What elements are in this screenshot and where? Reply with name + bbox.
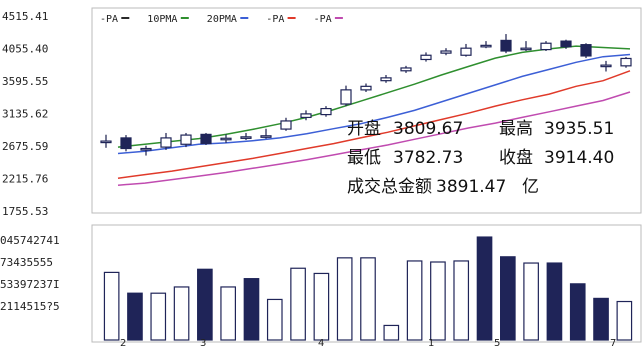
candle-body: [221, 138, 231, 140]
volume-bar: [361, 258, 375, 340]
price-y-tick-label: 3135.62: [2, 108, 48, 121]
high-value: 3935.51: [544, 119, 614, 139]
candle-body: [121, 138, 131, 149]
volume-bar: [198, 269, 212, 340]
price-y-tick-label: 2675.59: [2, 140, 48, 153]
volume-bar: [337, 258, 351, 340]
legend-label: 10PMA: [147, 14, 177, 25]
volume-bar: [128, 293, 142, 340]
volume-x-tick-label: 3: [200, 338, 206, 347]
candle: [621, 57, 631, 68]
volume-bar: [291, 268, 305, 340]
candle: [121, 135, 131, 151]
volume-bar: [384, 325, 398, 340]
volume-bar: [617, 302, 631, 340]
volume-y-tick-label: 73435555: [0, 256, 53, 269]
volume-y-tick-label: 2114515?5: [0, 300, 60, 313]
volume-bar: [221, 287, 235, 340]
volume-bar: [524, 263, 538, 340]
legend-label: -PA: [266, 14, 284, 25]
close-label: 收盘: [499, 148, 533, 168]
candle-body: [541, 43, 551, 49]
volume-bar: [547, 263, 561, 340]
price-y-tick-label: 4055.40: [2, 43, 48, 56]
price-y-tick-label: 3595.55: [2, 75, 48, 88]
volume-y-axis: 045742741 73435555 53397237I 2114515?5: [0, 234, 60, 313]
candle-body: [341, 90, 351, 104]
candle: [201, 133, 211, 145]
candle-body: [321, 109, 331, 115]
volume-bar: [431, 262, 445, 340]
low-label: 最低: [347, 148, 381, 168]
volume-bar: [571, 284, 585, 340]
turnover-label: 成交总金额: [347, 177, 432, 197]
candle-body: [501, 40, 511, 51]
volume-y-tick-label: 045742741: [0, 234, 60, 247]
volume-bar: [151, 293, 165, 340]
volume-bar: [501, 257, 515, 340]
volume-bar: [407, 261, 421, 340]
legend-label: -PA: [100, 14, 118, 25]
volume-x-tick-label: 1: [428, 338, 434, 347]
volume-bar: [268, 299, 282, 340]
legend-label: 20PMA: [207, 14, 237, 25]
price-y-tick-label: 4515.41: [2, 10, 48, 23]
candle-body: [581, 45, 591, 56]
candle: [581, 43, 591, 58]
volume-x-tick-label: 4: [318, 338, 324, 347]
open-label: 开盘: [347, 119, 381, 139]
legend-label: -PA: [314, 14, 332, 25]
candle-body: [181, 135, 191, 144]
close-value: 3914.40: [544, 148, 614, 168]
candle-body: [421, 55, 431, 59]
volume-x-tick-label: 5: [494, 338, 500, 347]
volume-bar: [244, 279, 258, 340]
price-y-tick-label: 2215.76: [2, 173, 48, 186]
candle-body: [601, 65, 611, 67]
candle-body: [381, 78, 391, 81]
candle-body: [161, 138, 171, 147]
volume-x-tick-label: 7: [610, 338, 616, 347]
turnover-unit: 亿: [522, 177, 539, 197]
candle-body: [461, 48, 471, 55]
volume-bar: [477, 237, 491, 340]
volume-y-tick-label: 53397237I: [0, 278, 60, 291]
candle-body: [441, 51, 451, 53]
turnover-value: 3891.47: [436, 177, 506, 197]
candle-body: [401, 68, 411, 71]
candle-body: [101, 141, 111, 143]
candle-body: [201, 134, 211, 143]
candle-body: [241, 137, 251, 139]
price-y-tick-label: 1755.53: [2, 205, 48, 218]
candle-body: [361, 86, 371, 90]
candle-body: [521, 48, 531, 50]
candle-body: [281, 121, 291, 129]
volume-bar: [594, 298, 608, 340]
volume-bar: [174, 287, 188, 340]
low-value: 3782.73: [393, 148, 463, 168]
open-value: 3809.67: [393, 119, 463, 139]
high-label: 最高: [499, 119, 533, 139]
volume-bar: [104, 272, 118, 340]
volume-bar: [314, 273, 328, 340]
price-y-axis: 4515.41 4055.40 3595.55 3135.62 2675.59 2215.…: [2, 10, 48, 218]
candle-body: [481, 45, 491, 47]
volume-x-tick-label: 2: [120, 338, 126, 347]
candle-body: [261, 136, 271, 138]
volume-bar: [454, 261, 468, 340]
candle-body: [141, 149, 151, 151]
candle-body: [301, 114, 311, 118]
candle-body: [621, 58, 631, 65]
candle-body: [561, 41, 571, 47]
